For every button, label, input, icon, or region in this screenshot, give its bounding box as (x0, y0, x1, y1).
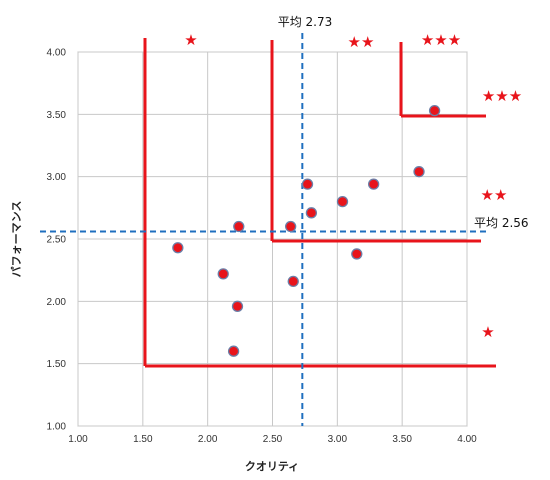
data-point (172, 242, 184, 254)
data-point (351, 248, 363, 260)
average-lines (40, 33, 488, 426)
y-tick-label: 1.00 (47, 422, 67, 433)
y-tick-label: 4.00 (47, 48, 67, 59)
star-zone3-right: ★★★ (482, 87, 522, 105)
y-tick-label: 2.00 (47, 297, 67, 308)
data-point (217, 268, 229, 280)
data-point (301, 178, 314, 190)
star-zone2-right: ★★ (481, 186, 508, 204)
data-point (285, 220, 297, 233)
x-tick-label: 4.00 (457, 434, 477, 445)
y-tick-labels: 1.00 1.50 2.00 2.50 3.00 3.50 4.00 (47, 48, 67, 433)
grid-lines (77, 51, 468, 427)
y-tick-label: 2.50 (47, 235, 67, 246)
x-axis-title: クオリティ (245, 460, 299, 473)
y-tick-label: 1.50 (47, 359, 67, 370)
y-tick-label: 3.50 (47, 110, 67, 121)
x-tick-label: 1.00 (68, 434, 88, 445)
star-zone3-top: ★★★ (421, 31, 461, 49)
data-point (367, 178, 380, 190)
y-tick-label: 3.00 (47, 172, 67, 183)
x-tick-label: 2.00 (198, 434, 218, 445)
data-point (231, 300, 244, 312)
x-tick-labels: 1.00 1.50 2.00 2.50 3.00 3.50 4.00 (68, 434, 477, 445)
data-point (233, 220, 245, 233)
x-tick-label: 3.00 (328, 434, 348, 445)
zone-lines (143, 38, 496, 368)
data-points (172, 104, 441, 357)
data-point (305, 207, 318, 219)
x-tick-label: 3.50 (392, 434, 412, 445)
x-tick-label: 2.50 (263, 434, 283, 445)
data-point (413, 166, 425, 178)
data-point (287, 275, 299, 288)
y-axis-title: パフォーマンス (10, 201, 23, 278)
x-tick-label: 1.50 (133, 434, 153, 445)
data-point (336, 195, 349, 208)
star-zone1-top: ★ (184, 31, 197, 49)
star-zone1-right: ★ (481, 323, 494, 341)
data-point (428, 104, 441, 117)
y-average-label: 平均 2.56 (474, 216, 529, 230)
x-average-label: 平均 2.73 (278, 15, 333, 29)
star-zone2-top: ★★ (348, 33, 375, 51)
data-point (227, 345, 240, 357)
